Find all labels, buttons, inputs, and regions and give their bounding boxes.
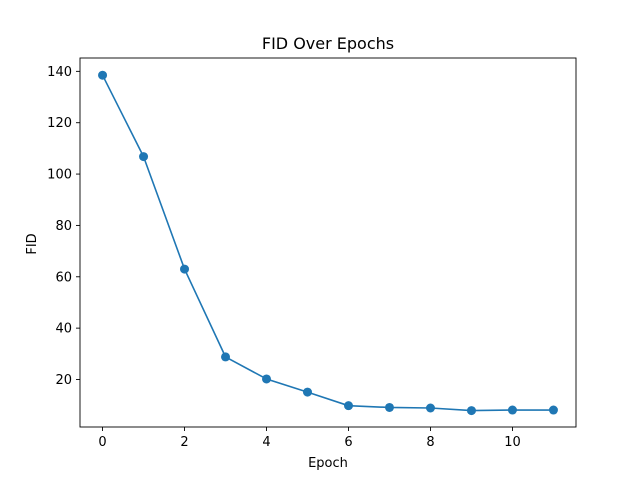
y-tick-label: 20: [55, 373, 72, 388]
series-layer: [98, 70, 558, 416]
ticks-layer: 0 2 4 6 8 10 20 40 60 80 100 120 140: [47, 65, 521, 450]
plot-layer: [79, 57, 577, 428]
data-point: [139, 152, 149, 162]
x-tick-label: 10: [504, 435, 521, 450]
data-point: [98, 70, 108, 80]
data-point: [343, 401, 353, 411]
x-tick-label: 4: [262, 435, 270, 450]
chart-title: FID Over Epochs: [262, 34, 394, 53]
y-axis-label: FID: [25, 233, 40, 254]
data-point: [180, 264, 190, 274]
x-tick-label: 8: [426, 435, 434, 450]
x-axis-label: Epoch: [308, 456, 348, 471]
y-tick-label: 140: [47, 65, 72, 80]
data-point: [466, 406, 476, 416]
data-point: [384, 402, 394, 412]
data-point: [262, 374, 272, 384]
data-point: [303, 387, 313, 397]
data-point: [425, 403, 435, 413]
data-point: [507, 405, 517, 415]
y-tick-label: 60: [55, 270, 72, 285]
y-tick-label: 40: [55, 322, 72, 337]
data-point: [221, 352, 231, 362]
x-tick-label: 6: [344, 435, 352, 450]
data-point: [548, 405, 558, 415]
x-tick-label: 0: [98, 435, 106, 450]
x-tick-label: 2: [180, 435, 188, 450]
y-tick-label: 120: [47, 116, 72, 131]
series-line: [101, 74, 554, 412]
y-tick-label: 80: [55, 219, 72, 234]
y-tick-label: 100: [47, 168, 72, 183]
plot-frame: [79, 57, 577, 428]
